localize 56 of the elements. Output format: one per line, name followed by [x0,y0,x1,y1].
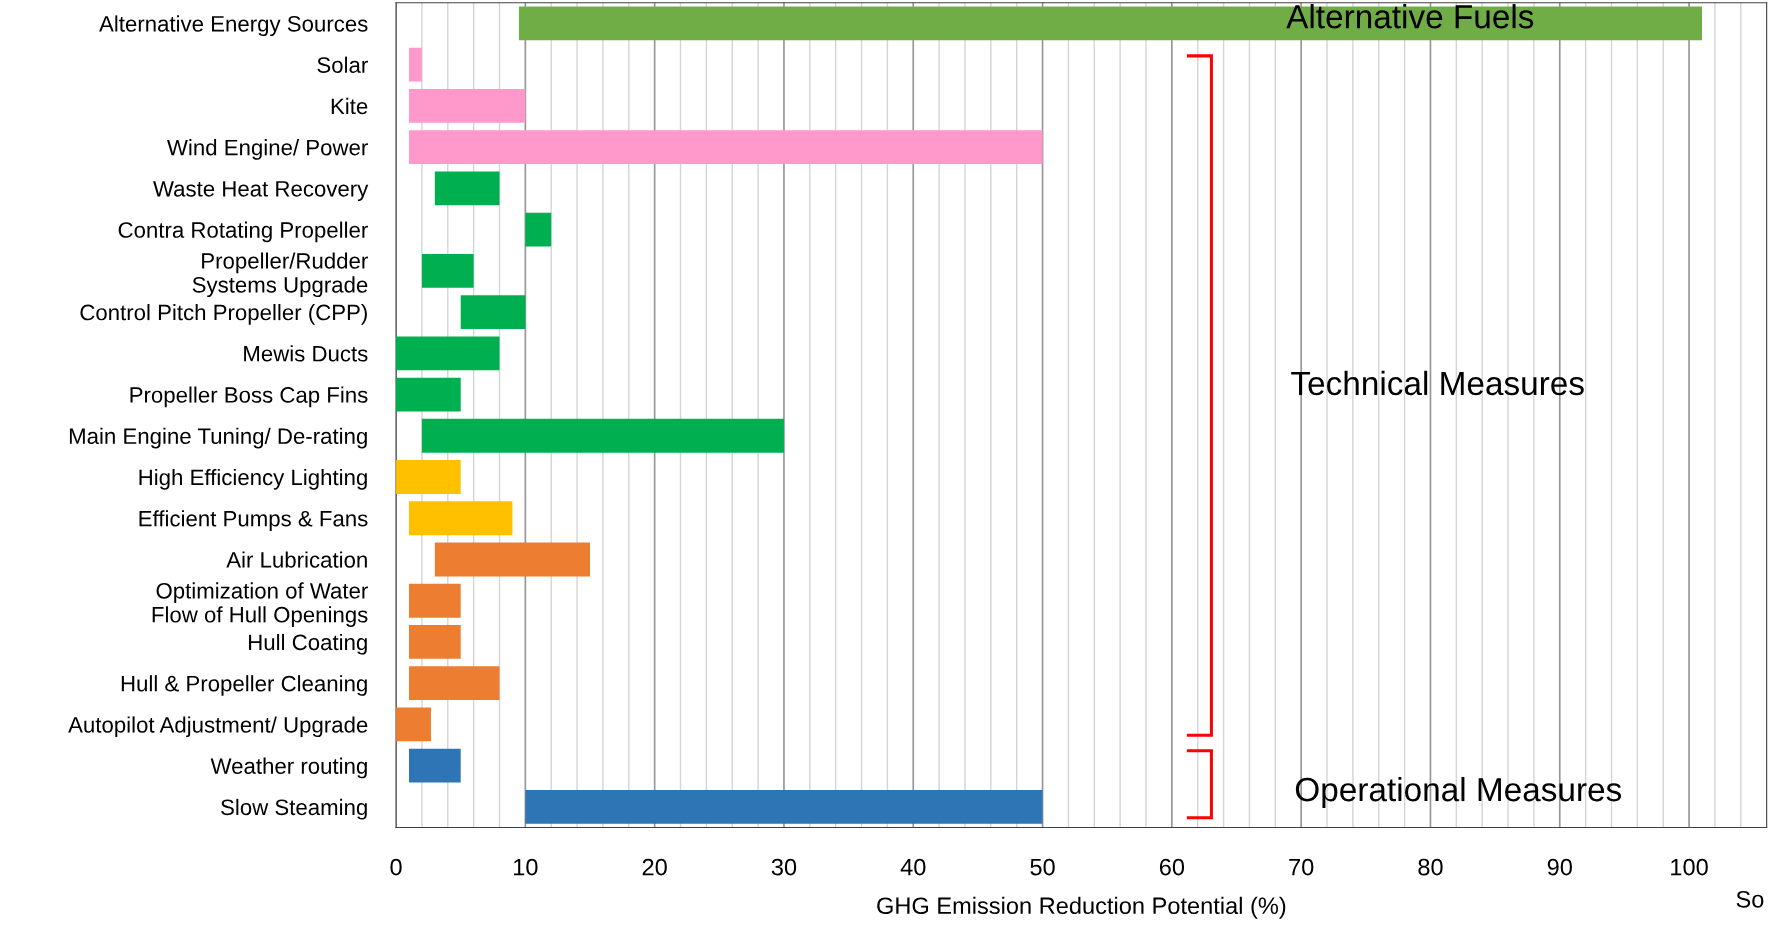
bar [408,583,461,618]
x-tick-label: 90 [1547,858,1572,876]
y-tick-label: Solar [317,56,368,73]
x-axis-title: GHG Emission Reduction Potential (%) [877,896,1286,919]
y-tick-label: Autopilot Adjustment/ Upgrade [68,716,368,738]
y-tick-label: Control Pitch Propeller (CPP) [80,304,367,325]
bar [434,171,500,206]
bar [518,6,1702,41]
y-tick-label: Hull Coating [249,633,367,655]
y-tick-label: Propeller/Rudder Systems Upgrade [192,252,368,298]
x-tick-label: 100 [1671,858,1708,876]
text: So [1736,890,1764,908]
x-tick-label: 10 [514,858,538,876]
x-tick-label: 20 [642,858,667,876]
y-tick-label: Efficient Pumps & Fans [139,510,368,531]
y-tick-label: High Efficiency Lighting [139,468,367,490]
x-tick-label: 40 [900,858,926,876]
bar [396,336,500,371]
bar [421,418,784,453]
annotation: Alternative Fuels [1286,4,1534,29]
x-tick-label: 30 [771,858,797,876]
y-tick-label: Alternative Energy Sources [99,15,368,37]
bar [434,542,590,577]
bar [408,748,461,783]
bar [408,47,422,82]
x-tick-label: 60 [1159,858,1185,876]
y-tick-label: Main Engine Tuning/ De-rating [69,427,367,449]
y-tick-label: Contra Rotating Propeller [118,221,368,243]
x-tick-label: 70 [1289,858,1314,876]
y-tick-label: Optimization of Water Flow of Hull Openings [152,582,368,627]
y-tick-label: Propeller Boss Cap Fins [130,386,368,408]
bar [408,501,513,536]
y-tick-label: Kite [331,97,368,115]
bar [396,707,431,742]
bar [525,212,552,247]
bar [408,625,461,659]
bar [408,666,500,701]
y-tick-label: Air Lubrication [226,551,367,568]
bar [421,253,474,288]
x-tick-label: 80 [1418,858,1443,876]
y-tick-label: Mewis Ducts [244,345,368,362]
y-tick-label: Hull & Propeller Cleaning [121,675,367,696]
bar [396,377,461,412]
annotation: Technical Measures [1291,370,1584,396]
bar [525,790,1043,824]
bar [396,460,461,494]
x-tick-label: 50 [1030,858,1055,876]
bar [408,130,1043,165]
y-tick-label: Weather routing [210,757,367,779]
bar [408,88,526,123]
annotation: Operational Measures [1295,776,1622,809]
y-tick-label: Slow Steaming [221,798,367,820]
y-tick-label: Wind Engine/ Power [167,139,368,160]
bar [460,295,526,329]
y-tick-label: Waste Heat Recovery [153,181,369,202]
x-tick-label: 0 [390,858,402,876]
